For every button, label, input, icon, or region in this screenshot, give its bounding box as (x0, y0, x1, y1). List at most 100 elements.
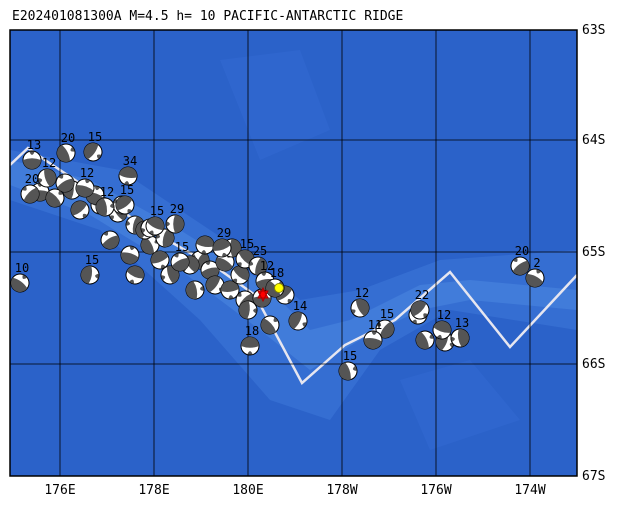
beachball-compression (253, 296, 271, 307)
beachball (140, 235, 160, 255)
beachball-compression (200, 250, 207, 254)
beachball-compression (76, 185, 94, 197)
beachball-compression (249, 260, 254, 266)
beachball-compression (526, 273, 544, 287)
beachball-compression (247, 351, 253, 355)
centroid (274, 283, 284, 293)
lat-label: 66S (582, 357, 605, 372)
beachball (375, 319, 395, 339)
beachball-compression (355, 299, 369, 317)
beachball-compression (236, 292, 242, 297)
beachball-compression (38, 178, 43, 184)
beachball-compression (129, 279, 134, 284)
event-label: 20 (515, 244, 529, 258)
beachball (260, 315, 280, 335)
beachball-compression (237, 262, 242, 267)
lon-label: 178E (138, 483, 169, 498)
beachball-compression (351, 309, 356, 315)
beachball (450, 328, 470, 348)
beachball (20, 184, 40, 204)
beachball-compression (127, 208, 133, 214)
event-label: 18 (245, 324, 259, 338)
beachball-compression (46, 191, 62, 207)
beachball-compression (196, 236, 214, 248)
beachball-compression (57, 144, 71, 162)
seafloor-relief (220, 50, 520, 450)
beachball-compression (166, 221, 170, 227)
beachball-compression (261, 318, 277, 334)
beachball (22, 150, 42, 170)
beachball-compression (146, 217, 164, 231)
beachball-compression (123, 181, 130, 185)
beachball-compression (85, 179, 91, 184)
lat-label: 65S (582, 245, 605, 260)
lon-label: 180E (232, 483, 263, 498)
beachball (10, 273, 30, 293)
beachball-compression (536, 269, 542, 274)
beachball-compression (255, 257, 267, 275)
beachball-compression (11, 277, 28, 292)
event-label: 12 (100, 185, 114, 199)
beachball (145, 216, 165, 236)
beachball (45, 188, 65, 208)
beachball-compression (84, 143, 99, 160)
beachball-compression (126, 266, 144, 279)
beachball-compression (171, 257, 189, 271)
beachball (80, 265, 100, 285)
beachball (125, 265, 145, 285)
beachball-compression (44, 169, 56, 187)
beachball-compression (512, 257, 518, 263)
event-label: 12 (260, 259, 274, 273)
beachball (83, 142, 103, 162)
beachball (165, 214, 185, 234)
event-label: 22 (415, 288, 429, 302)
beachball (248, 256, 268, 276)
beachball (37, 168, 57, 188)
axis-labels: 176E 178E 180E 178W 176W 174W 63S 64S 65S 66S 67S (44, 23, 605, 498)
event-label: 34 (123, 154, 137, 168)
beachball-compression (451, 336, 455, 343)
beachball-compression (433, 321, 451, 333)
beachball-compression (457, 329, 469, 347)
event-label: 13 (455, 316, 469, 330)
beachball-compression (233, 266, 249, 281)
beachball-compression (429, 333, 434, 339)
beachball-compression (253, 308, 257, 314)
beachball-compression (22, 274, 28, 280)
beachball-compression (161, 275, 166, 281)
beachball (75, 178, 95, 198)
beachball-compression (102, 235, 119, 249)
beachball-compression (103, 231, 109, 236)
beachball-compression (411, 319, 417, 324)
beachball (525, 268, 545, 288)
lat-label: 67S (582, 469, 605, 484)
beachball (70, 200, 90, 220)
event-label: 25 (253, 244, 267, 258)
beachball-compression (416, 331, 429, 349)
event-label: 15 (88, 130, 102, 144)
beachball (338, 361, 358, 381)
event-label: 29 (217, 226, 231, 240)
beachball (410, 300, 430, 320)
beachball-compression (70, 146, 75, 152)
beachball-compression (221, 281, 239, 292)
beachball (415, 330, 435, 350)
beachball-compression (289, 312, 303, 330)
beachball-compression (110, 202, 114, 209)
beachball (220, 280, 240, 300)
beachball-compression (213, 239, 231, 251)
beachball-compression (57, 178, 74, 192)
graticule (10, 30, 577, 476)
beachball-compression (287, 298, 293, 304)
event-label: 15 (240, 237, 254, 251)
event-label: 12 (437, 308, 451, 322)
beachball-compression (58, 174, 64, 179)
beachball-compression (82, 213, 88, 219)
beachball-compression (22, 186, 27, 191)
lon-label: 178W (326, 483, 357, 498)
beachball-compression (23, 187, 39, 203)
event-label: 13 (27, 138, 41, 152)
map-frame (9, 29, 578, 477)
event-label: 29 (170, 202, 184, 216)
